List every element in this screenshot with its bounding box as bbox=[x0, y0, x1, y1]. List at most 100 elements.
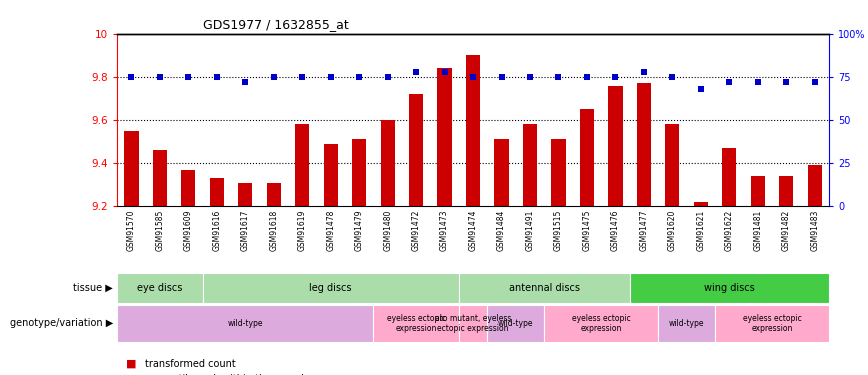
Bar bbox=[487, 304, 544, 342]
Text: GSM91482: GSM91482 bbox=[782, 210, 791, 251]
Bar bbox=[694, 202, 708, 206]
Bar bbox=[266, 183, 281, 206]
Text: ■: ■ bbox=[126, 359, 136, 369]
Text: GSM91515: GSM91515 bbox=[554, 210, 563, 251]
Bar bbox=[210, 178, 224, 206]
Bar bbox=[722, 148, 736, 206]
Bar bbox=[466, 55, 480, 206]
Bar bbox=[629, 273, 829, 303]
Bar bbox=[807, 165, 822, 206]
Text: GSM91620: GSM91620 bbox=[667, 210, 677, 251]
Text: GSM91472: GSM91472 bbox=[411, 210, 421, 251]
Text: GSM91476: GSM91476 bbox=[611, 210, 620, 251]
Point bbox=[266, 74, 280, 80]
Bar bbox=[409, 94, 424, 206]
Text: genotype/variation ▶: genotype/variation ▶ bbox=[10, 318, 113, 328]
Point bbox=[437, 69, 451, 75]
Point bbox=[352, 74, 366, 80]
Text: eye discs: eye discs bbox=[137, 283, 182, 293]
Text: GSM91475: GSM91475 bbox=[582, 210, 591, 251]
Text: GSM91479: GSM91479 bbox=[355, 210, 364, 251]
Bar bbox=[715, 304, 829, 342]
Bar bbox=[544, 304, 658, 342]
Point bbox=[523, 74, 537, 80]
Point bbox=[466, 74, 480, 80]
Text: GSM91617: GSM91617 bbox=[240, 210, 250, 251]
Bar bbox=[665, 124, 680, 206]
Text: wild-type: wild-type bbox=[227, 319, 263, 328]
Text: ato mutant, eyeless
ectopic expression: ato mutant, eyeless ectopic expression bbox=[435, 314, 511, 333]
Bar bbox=[295, 124, 309, 206]
Bar bbox=[608, 86, 622, 206]
Bar bbox=[551, 140, 566, 206]
Text: GSM91473: GSM91473 bbox=[440, 210, 449, 251]
Bar bbox=[373, 304, 459, 342]
Text: GSM91480: GSM91480 bbox=[383, 210, 392, 251]
Bar bbox=[495, 140, 509, 206]
Text: GSM91491: GSM91491 bbox=[525, 210, 535, 251]
Text: wild-type: wild-type bbox=[498, 319, 534, 328]
Bar bbox=[459, 304, 487, 342]
Text: GSM91619: GSM91619 bbox=[298, 210, 306, 251]
Point bbox=[381, 74, 395, 80]
Text: wing discs: wing discs bbox=[704, 283, 754, 293]
Text: GSM91585: GSM91585 bbox=[155, 210, 164, 251]
Bar bbox=[523, 124, 537, 206]
Point bbox=[295, 74, 309, 80]
Bar bbox=[637, 83, 651, 206]
Text: antennal discs: antennal discs bbox=[509, 283, 580, 293]
Point bbox=[751, 79, 765, 85]
Point bbox=[722, 79, 736, 85]
Text: eyeless ectopic
expression: eyeless ectopic expression bbox=[572, 314, 630, 333]
Bar bbox=[779, 176, 793, 206]
Point bbox=[580, 74, 594, 80]
Text: transformed count: transformed count bbox=[145, 359, 236, 369]
Point bbox=[124, 74, 138, 80]
Bar bbox=[181, 170, 195, 206]
Bar bbox=[580, 109, 594, 206]
Text: GSM91621: GSM91621 bbox=[696, 210, 706, 251]
Bar bbox=[459, 273, 629, 303]
Text: wild-type: wild-type bbox=[669, 319, 704, 328]
Text: GSM91481: GSM91481 bbox=[753, 210, 762, 251]
Point bbox=[495, 74, 509, 80]
Text: leg discs: leg discs bbox=[310, 283, 352, 293]
Point bbox=[409, 69, 423, 75]
Text: GSM91483: GSM91483 bbox=[810, 210, 819, 251]
Point bbox=[239, 79, 253, 85]
Point bbox=[181, 74, 195, 80]
Point bbox=[153, 74, 167, 80]
Bar bbox=[117, 304, 373, 342]
Bar bbox=[437, 68, 451, 206]
Text: eyeless ectopic
expression: eyeless ectopic expression bbox=[387, 314, 445, 333]
Point bbox=[324, 74, 338, 80]
Text: GDS1977 / 1632855_at: GDS1977 / 1632855_at bbox=[202, 18, 348, 31]
Bar bbox=[124, 131, 139, 206]
Point bbox=[694, 86, 707, 92]
Bar bbox=[153, 150, 167, 206]
Text: tissue ▶: tissue ▶ bbox=[73, 283, 113, 293]
Point bbox=[608, 74, 622, 80]
Bar bbox=[202, 273, 459, 303]
Text: GSM91477: GSM91477 bbox=[640, 210, 648, 251]
Text: GSM91478: GSM91478 bbox=[326, 210, 335, 251]
Text: GSM91618: GSM91618 bbox=[269, 210, 279, 251]
Text: GSM91484: GSM91484 bbox=[497, 210, 506, 251]
Text: GSM91616: GSM91616 bbox=[213, 210, 221, 251]
Text: GSM91474: GSM91474 bbox=[469, 210, 477, 251]
Text: GSM91570: GSM91570 bbox=[127, 210, 136, 251]
Point bbox=[551, 74, 565, 80]
Point bbox=[808, 79, 822, 85]
Bar bbox=[238, 183, 253, 206]
Bar bbox=[380, 120, 395, 206]
Point bbox=[666, 74, 680, 80]
Text: GSM91622: GSM91622 bbox=[725, 210, 733, 251]
Text: GSM91609: GSM91609 bbox=[184, 210, 193, 251]
Point bbox=[637, 69, 651, 75]
Bar bbox=[324, 144, 338, 206]
Text: eyeless ectopic
expression: eyeless ectopic expression bbox=[743, 314, 801, 333]
Bar bbox=[658, 304, 715, 342]
Point bbox=[210, 74, 224, 80]
Bar bbox=[352, 140, 366, 206]
Bar bbox=[751, 176, 765, 206]
